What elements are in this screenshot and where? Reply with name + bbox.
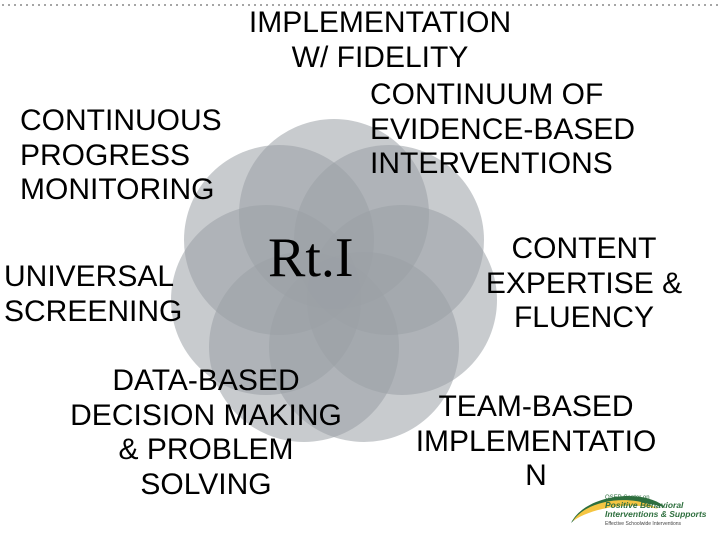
component-label: CONTINUUM OFEVIDENCE-BASEDINTERVENTIONS [370,78,710,182]
center-label: Rt.I [268,226,354,290]
component-label: CONTENTEXPERTISE &FLUENCY [454,232,714,336]
component-label: UNIVERSALSCREENING [4,260,224,329]
logo-sub: Effective Schoolwide Interventions [605,521,682,527]
component-label: CONTINUOUSPROGRESSMONITORING [20,104,280,208]
logo-main-1: Positive Behavioral [605,500,684,510]
component-label: TEAM-BASEDIMPLEMENTATION [386,390,686,494]
component-label: DATA-BASEDDECISION MAKING& PROBLEMSOLVIN… [46,364,366,502]
diagram-canvas: Rt.I IMPLEMENTATIONW/ FIDELITYCONTINUUM … [0,0,720,540]
pbis-logo: OSEP Center on Positive Behavioral Inter… [566,488,716,536]
component-label: IMPLEMENTATIONW/ FIDELITY [220,6,540,75]
logo-main-2: Interventions & Supports [605,509,707,519]
